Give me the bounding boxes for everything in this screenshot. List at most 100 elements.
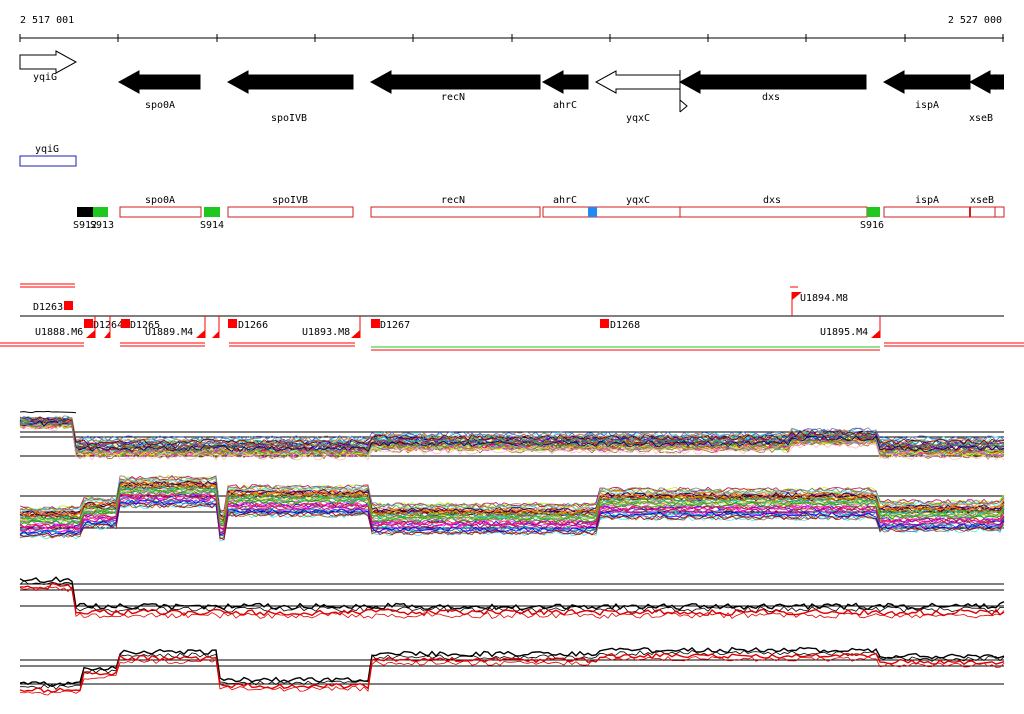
feature-marker	[64, 301, 73, 310]
segment-block	[867, 207, 880, 217]
segment-s912[interactable]: S912	[73, 207, 97, 231]
feature-u1888-m6[interactable]: U1888.M6	[35, 316, 96, 338]
gene-arrow-xseb[interactable]: xseB	[969, 70, 1004, 124]
segment-s913[interactable]: S913	[90, 207, 114, 231]
feature-marker	[84, 319, 93, 328]
gene-arrow-ahrc[interactable]: ahrC	[541, 70, 589, 111]
segment-label: S916	[860, 220, 884, 231]
feature-label: U1895.M4	[820, 327, 868, 338]
segment-label: S912	[73, 220, 97, 231]
gene-label: dxs	[762, 92, 780, 103]
expression-curve	[19, 580, 1005, 613]
feature-label: D1265	[130, 320, 160, 331]
segment-s916[interactable]: S916	[860, 207, 884, 231]
feature-label: D1267	[380, 320, 410, 331]
expression-panel-3	[19, 576, 1005, 619]
feature-label: U1893.M8	[302, 327, 350, 338]
gene-label: yqxC	[626, 113, 650, 124]
gene-box-rect	[19, 155, 77, 167]
gene-arrow-ispa[interactable]: ispA	[882, 70, 971, 111]
gene-box-xseb[interactable]: xseB	[969, 195, 1005, 218]
feature-label: D1266	[238, 320, 268, 331]
feature-u1893-m8[interactable]: U1893.M8	[302, 316, 361, 338]
ruler-end-label: 2 527 000	[948, 15, 1002, 26]
feature-d1267[interactable]: D1267	[371, 319, 410, 331]
gene-label: ahrC	[553, 100, 577, 111]
gene-arrow-track: yqiG spo0A spoIVB recN ahrC yqxC dxs ispA xseB	[19, 50, 1004, 124]
expression-curve	[19, 424, 1005, 461]
gene-label: xseB	[969, 113, 993, 124]
expression-curve	[19, 480, 1005, 518]
gene-box-ispa[interactable]: ispA	[883, 195, 971, 218]
feature-marker	[228, 319, 237, 328]
feature-d1268[interactable]: D1268	[600, 319, 640, 331]
gene-box-dxs[interactable]: dxs	[679, 195, 868, 218]
feature-marker	[792, 292, 802, 300]
gene-arrow-yqxc[interactable]: yqxC	[594, 70, 688, 124]
gene-box-yqig[interactable]: yqiG	[19, 144, 77, 167]
gene-arrow-shape	[226, 70, 354, 94]
expression-curve	[19, 420, 1005, 453]
feature-d1263[interactable]: D1263	[33, 301, 73, 313]
feature-u1889-m4[interactable]: U1889.M4	[145, 316, 206, 338]
expression-panel-2	[19, 475, 1005, 542]
gene-arrow-spo0a[interactable]: spo0A	[117, 70, 201, 111]
feature-marker	[351, 330, 360, 338]
gene-arrow-spoivb[interactable]: spoIVB	[226, 70, 354, 124]
gene-box-spo0a[interactable]: spo0A	[119, 195, 202, 218]
expression-curve	[19, 487, 1005, 526]
gene-arrow-shape	[679, 99, 688, 113]
gene-arrow-recn[interactable]: recN	[369, 70, 541, 103]
feature-marker	[121, 319, 130, 328]
feature-label: D1263	[33, 302, 63, 313]
feature-label: D1268	[610, 320, 640, 331]
ruler-start-label: 2 517 001	[20, 15, 74, 26]
feature-d1265[interactable]: D1265	[121, 319, 160, 331]
gene-box-rect	[119, 206, 202, 218]
gene-label: yqiG	[33, 72, 57, 83]
segment-s915[interactable]	[588, 207, 597, 217]
gene-box-label: spo0A	[145, 195, 175, 206]
feature-label: U1889.M4	[145, 327, 193, 338]
gene-label: spoIVB	[271, 113, 307, 124]
expression-panel-4	[19, 646, 1005, 696]
expression-curve	[19, 418, 1005, 450]
ruler-ticks	[19, 34, 1004, 42]
feature-u1895-m4[interactable]: U1895.M4	[820, 316, 881, 338]
gene-label: ispA	[915, 100, 939, 111]
feature-marker	[600, 319, 609, 328]
gene-box-rect	[679, 206, 868, 218]
gene-box-yqxc[interactable]: yqxC	[595, 195, 681, 218]
feature-d1266[interactable]: D1266	[228, 319, 268, 331]
expression-curve	[19, 484, 1005, 523]
gene-arrow-yqig[interactable]: yqiG	[19, 50, 78, 83]
feature-marker	[212, 331, 219, 338]
expression-curve	[19, 475, 1005, 512]
expression-panel-1	[19, 410, 1005, 461]
expression-curve	[19, 656, 1005, 696]
gene-arrow-shape	[369, 70, 541, 94]
expression-curve	[19, 410, 77, 414]
gene-box-recn[interactable]: recN	[370, 195, 541, 218]
expression-curve	[19, 415, 1005, 443]
feature-d1264[interactable]: D1264	[84, 319, 123, 331]
expression-curve	[19, 475, 1005, 515]
feature-u1894-m8[interactable]: U1894.M8	[791, 292, 848, 316]
gene-arrow-shape	[995, 74, 1004, 90]
gene-box-label: spoIVB	[272, 195, 308, 206]
feature-track: D1263 D1264 D1265 D1266 D1267 D1268 U1894.M8 U1…	[0, 283, 1024, 351]
gene-arrow-dxs[interactable]: dxs	[678, 70, 867, 103]
gene-box-spoivb[interactable]: spoIVB	[227, 195, 354, 218]
gene-box-label: yqxC	[626, 195, 650, 206]
gene-arrow-shape	[117, 70, 201, 94]
gene-box-rect	[969, 206, 1005, 218]
segment-s914[interactable]: S914	[200, 207, 224, 231]
gene-box-label: xseB	[970, 195, 994, 206]
gene-box-label: ispA	[915, 195, 939, 206]
gene-arrow-shape	[678, 70, 867, 94]
expression-curve	[19, 576, 1005, 611]
expression-curve	[19, 416, 1005, 446]
gene-box-rect	[370, 206, 541, 218]
